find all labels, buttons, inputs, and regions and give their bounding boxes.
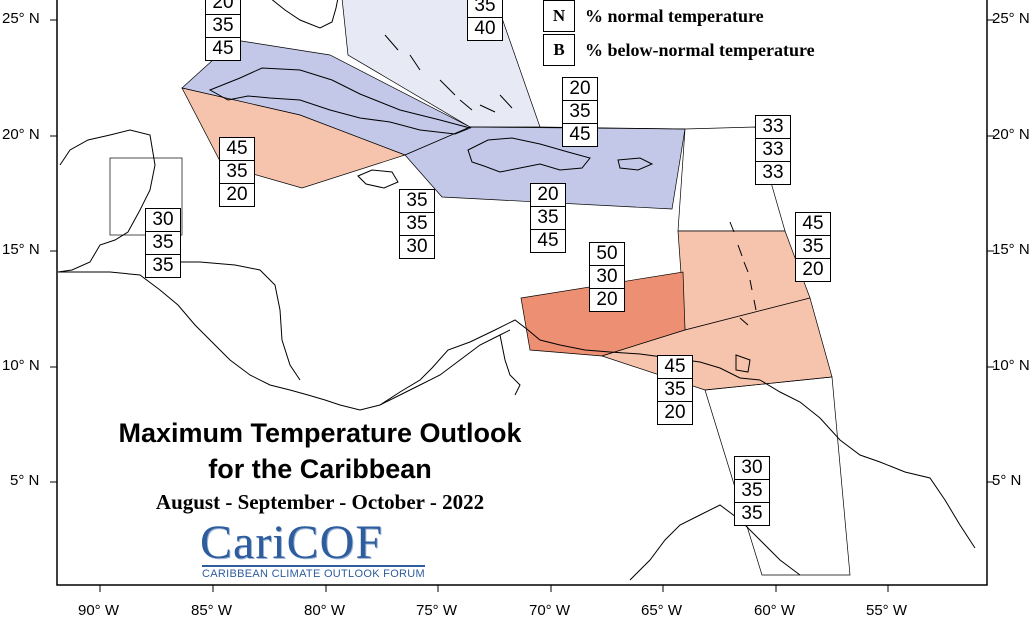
forecast-normal: 35 bbox=[735, 479, 769, 502]
coastlines bbox=[57, 0, 976, 581]
forecast-normal: 33 bbox=[756, 138, 790, 161]
caricof-logo: CariCOF bbox=[200, 516, 384, 569]
forecast-above: 50 bbox=[596, 243, 618, 264]
forecast-above: 45 bbox=[802, 213, 824, 234]
forecast-turks-caicos: 20 35 45 bbox=[562, 77, 598, 147]
forecast-normal: 35 bbox=[563, 100, 597, 123]
forecast-belize: 30 35 35 bbox=[145, 208, 181, 278]
forecast-normal: 35 bbox=[220, 160, 254, 183]
forecast-below: 45 bbox=[206, 37, 240, 60]
forecast-above: 33 bbox=[762, 116, 784, 137]
forecast-normal: 30 bbox=[590, 265, 624, 288]
forecast-below: 40 bbox=[468, 17, 502, 40]
forecast-above: 20 bbox=[212, 0, 234, 13]
forecast-jamaica: 35 35 30 bbox=[399, 189, 435, 259]
lat-label-right-10: 10° N bbox=[992, 357, 1030, 374]
forecast-windward: 45 35 20 bbox=[795, 212, 831, 282]
forecast-bahamas-east: 35 40 bbox=[467, 0, 503, 41]
region-guianas bbox=[704, 376, 851, 576]
legend-text-below: % below-normal temperature bbox=[585, 39, 815, 60]
forecast-above: 35 bbox=[406, 190, 428, 211]
lon-label-55: 55° W bbox=[866, 602, 908, 619]
map-title-line1: Maximum Temperature Outlook bbox=[118, 418, 522, 448]
forecast-leeward-north: 33 33 33 bbox=[755, 115, 791, 185]
lat-label-left-20: 20° N bbox=[2, 126, 40, 143]
forecast-above: 45 bbox=[226, 138, 248, 159]
map-frame bbox=[56, 0, 988, 586]
forecast-below: 20 bbox=[220, 183, 254, 206]
forecast-above: 20 bbox=[537, 184, 559, 205]
forecast-below: 20 bbox=[658, 401, 692, 424]
forecast-below: 20 bbox=[590, 288, 624, 311]
lon-label-85: 85° W bbox=[191, 602, 233, 619]
lat-label-left-5: 5° N bbox=[10, 472, 40, 489]
legend-key-normal: N bbox=[543, 0, 575, 32]
lat-label-left-15: 15° N bbox=[2, 241, 40, 258]
forecast-normal: 35 bbox=[658, 378, 692, 401]
forecast-below: 35 bbox=[735, 502, 769, 525]
lon-label-75: 75° W bbox=[416, 602, 458, 619]
lat-label-right-5: 5° N bbox=[992, 472, 1022, 489]
forecast-below: 45 bbox=[563, 123, 597, 146]
forecast-guianas: 30 35 35 bbox=[734, 456, 770, 526]
forecast-trinidad: 45 35 20 bbox=[657, 355, 693, 425]
forecast-below: 45 bbox=[531, 229, 565, 252]
legend-key-below: B bbox=[543, 34, 575, 66]
forecast-normal: 35 bbox=[206, 14, 240, 37]
forecast-below: 20 bbox=[796, 258, 830, 281]
lon-label-65: 65° W bbox=[641, 602, 683, 619]
legend-normal: N % normal temperature bbox=[543, 0, 764, 32]
forecast-abc-islands: 50 30 20 bbox=[589, 242, 625, 312]
region-hispaniola bbox=[404, 126, 686, 210]
forecast-above: 45 bbox=[664, 356, 686, 377]
axis-ticks bbox=[50, 19, 994, 592]
legend-below: B % below-normal temperature bbox=[543, 34, 815, 66]
forecast-hispaniola: 20 35 45 bbox=[530, 183, 566, 253]
lat-label-right-15: 15° N bbox=[992, 241, 1030, 258]
lon-label-80: 80° W bbox=[304, 602, 346, 619]
lon-label-90: 90° W bbox=[78, 602, 120, 619]
forecast-above: 20 bbox=[569, 78, 591, 99]
forecast-below: 30 bbox=[400, 235, 434, 258]
lat-label-left-25: 25° N bbox=[2, 10, 40, 27]
forecast-normal: 35 bbox=[146, 231, 180, 254]
forecast-above: 30 bbox=[152, 209, 174, 230]
lat-label-right-25: 25° N bbox=[992, 10, 1030, 27]
forecast-bahamas-west: 20 35 45 bbox=[205, 0, 241, 61]
forecast-cayman: 45 35 20 bbox=[219, 137, 255, 207]
forecast-normal: 35 bbox=[400, 212, 434, 235]
lon-label-70: 70° W bbox=[529, 602, 571, 619]
caricof-full-name: CARIBBEAN CLIMATE OUTLOOK FORUM bbox=[202, 565, 426, 580]
lat-label-left-10: 10° N bbox=[2, 357, 40, 374]
legend-text-normal: % normal temperature bbox=[585, 5, 764, 26]
forecast-below: 35 bbox=[146, 254, 180, 277]
forecast-above: 30 bbox=[741, 457, 763, 478]
lat-label-right-20: 20° N bbox=[992, 126, 1030, 143]
forecast-below: 33 bbox=[756, 161, 790, 184]
forecast-normal: 35 bbox=[531, 206, 565, 229]
lon-label-60: 60° W bbox=[754, 602, 796, 619]
forecast-period: August - September - October - 2022 bbox=[155, 490, 485, 514]
map-title-line2: for the Caribbean bbox=[208, 454, 432, 484]
forecast-normal: 35 bbox=[474, 0, 496, 16]
forecast-normal: 35 bbox=[796, 235, 830, 258]
